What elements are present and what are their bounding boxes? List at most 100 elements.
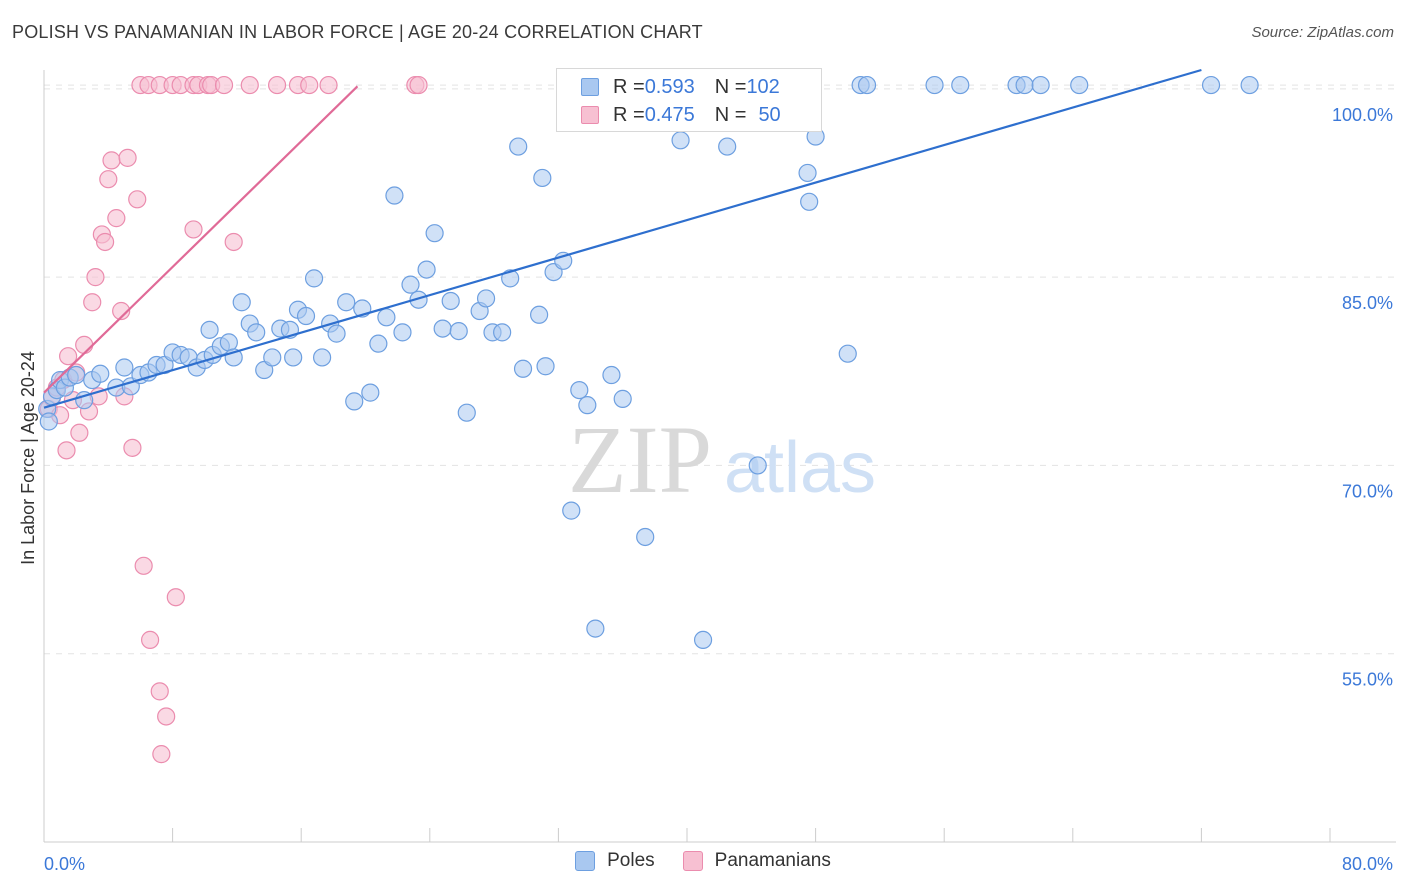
poles-point: [1015, 75, 1034, 95]
y-tick-label: 85.0%: [1342, 293, 1393, 313]
poles-point: [345, 392, 364, 411]
poles-point: [39, 412, 58, 431]
panamanians-swatch: [581, 106, 599, 124]
y-tick-label: 70.0%: [1342, 481, 1393, 501]
poles-point: [578, 396, 597, 415]
panamanian-point: [267, 75, 287, 95]
y-axis-label: In Labor Force | Age 20-24: [18, 351, 38, 565]
legend-item-poles[interactable]: Poles: [575, 850, 655, 872]
correlation-legend: R = 0.593 N = 102 R = 0.475 N = 50: [556, 68, 822, 132]
poles-point: [115, 358, 134, 377]
poles-point: [562, 501, 581, 520]
poles-point: [501, 269, 520, 288]
poles-point: [1201, 75, 1221, 95]
poles-point: [693, 630, 713, 649]
panamanian-point: [319, 75, 338, 95]
poles-point: [671, 131, 690, 150]
poles-point: [530, 305, 549, 324]
poles-point: [75, 391, 94, 410]
poles-point: [425, 224, 444, 243]
poles-point: [91, 364, 110, 383]
poles-point: [951, 75, 970, 95]
panamanian-point: [128, 190, 147, 209]
poles-point: [1240, 75, 1259, 95]
panamanians-trend-line: [43, 85, 359, 394]
poles-trend-line: [43, 68, 1202, 409]
poles-point: [67, 365, 86, 385]
poles-point: [533, 168, 552, 188]
pan-n-value: 50: [758, 103, 781, 126]
legend-item-panamanians[interactable]: Panamanians: [682, 850, 831, 872]
legend-row-panamanians: R = 0.475 N = 50: [581, 101, 781, 129]
panamanian-point: [409, 75, 428, 95]
poles-point: [636, 527, 655, 547]
panamanians-points: [39, 75, 428, 764]
poles-point: [509, 137, 528, 156]
y-tick-label: 100.0%: [1332, 105, 1393, 125]
poles-point: [570, 380, 589, 400]
panamanian-point: [107, 209, 126, 228]
poles-point: [361, 383, 380, 402]
y-tick-label: 55.0%: [1342, 670, 1393, 690]
panamanian-point: [150, 682, 169, 701]
x-tick-label: 80.0%: [1342, 854, 1393, 874]
pan-r-label: R =: [613, 103, 645, 126]
panamanian-point: [99, 170, 118, 189]
panamanian-point: [214, 75, 234, 95]
poles-r-value: 0.593: [644, 75, 695, 98]
poles-point: [409, 290, 428, 309]
poles-point: [263, 348, 282, 367]
watermark-zip: ZIP: [568, 406, 712, 513]
panamanian-point: [57, 441, 76, 460]
poles-point: [1070, 75, 1089, 95]
panamanian-point: [166, 588, 185, 607]
poles-point: [536, 357, 555, 376]
poles-point: [925, 75, 944, 95]
poles-point: [327, 324, 346, 343]
poles-point: [393, 323, 412, 342]
panamanian-point: [134, 556, 153, 575]
panamanian-point: [102, 151, 121, 170]
axes: 55.0% 70.0% 85.0% 100.0% 0.0% 80.0%: [43, 70, 1396, 874]
poles-point: [602, 365, 621, 385]
poles-point: [304, 269, 324, 288]
trend-lines: [43, 68, 1202, 409]
poles-point: [1031, 75, 1050, 95]
poles-points: [38, 75, 1259, 649]
panamanian-point: [224, 232, 243, 252]
poles-point: [219, 333, 238, 352]
poles-point: [476, 289, 496, 308]
panamanian-point: [95, 232, 115, 252]
poles-point: [613, 389, 632, 408]
panamanian-point: [157, 707, 176, 726]
gridlines: [44, 84, 1396, 655]
poles-point: [200, 320, 219, 339]
poles-point: [433, 319, 452, 338]
poles-point: [312, 348, 332, 367]
panamanian-point: [152, 745, 171, 764]
panamanian-point: [75, 335, 94, 355]
poles-n-value: 102: [746, 75, 780, 98]
poles-point: [748, 456, 767, 475]
poles-point: [857, 75, 877, 95]
poles-point: [284, 348, 303, 367]
series-legend: Poles Panamanians: [0, 850, 1406, 872]
panamanian-point: [59, 347, 78, 366]
panamanian-point: [86, 268, 105, 287]
poles-r-label: R =: [613, 75, 645, 98]
poles-point: [493, 323, 512, 342]
poles-n-label: N =: [714, 75, 747, 98]
poles-swatch: [581, 78, 599, 96]
poles-point: [800, 192, 819, 211]
poles-point: [401, 275, 420, 294]
poles-point: [441, 291, 460, 311]
panamanian-point: [140, 630, 160, 649]
poles-point: [449, 321, 468, 341]
poles-legend-swatch: [575, 851, 596, 871]
pan-r-value: 0.475: [644, 103, 695, 126]
poles-point: [369, 334, 388, 353]
poles-point: [232, 293, 251, 312]
panamanian-point: [118, 148, 137, 167]
panamanians-legend-label: Panamanians: [714, 850, 831, 871]
